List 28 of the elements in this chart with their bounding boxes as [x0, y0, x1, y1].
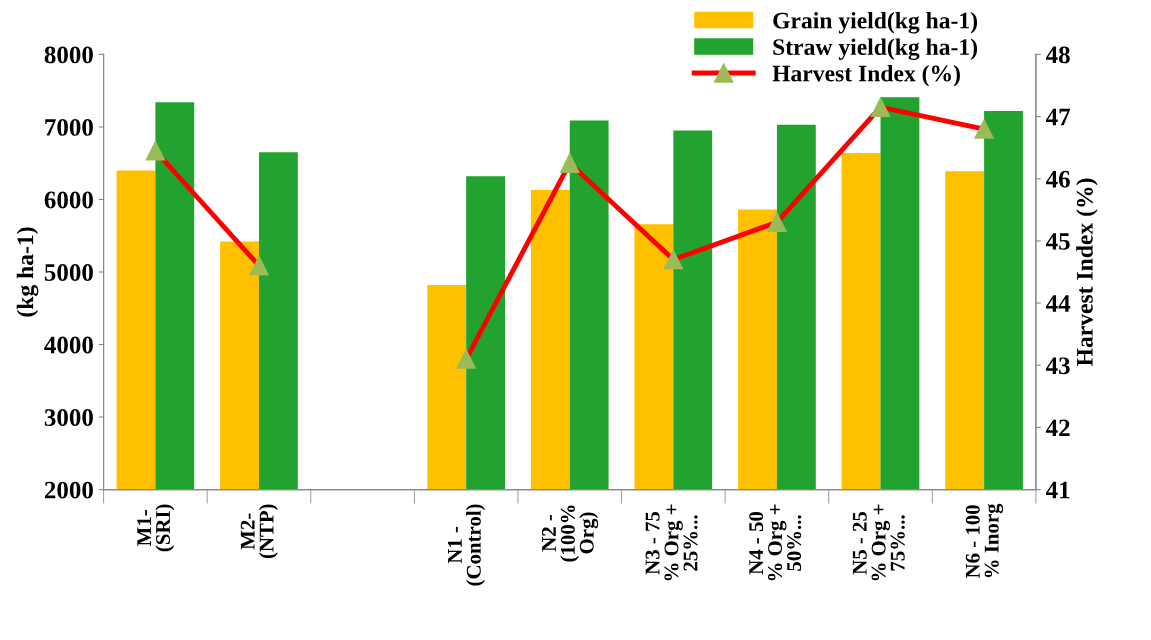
y2-tick-label: 45	[1045, 233, 1070, 250]
x-tick-label: N2 - (100% Org)	[541, 505, 599, 562]
legend-label: Harvest Index (%)	[772, 64, 960, 87]
y2-tick-label: 42	[1045, 419, 1070, 437]
y-tick-label: 3000	[44, 409, 93, 426]
y2-axis-title: Harvest Index (%)	[1076, 178, 1098, 367]
x-tick-label: N1 - (Control)	[447, 504, 486, 586]
x-tick-label: M1- (SRI)	[137, 504, 175, 552]
y2-tick-label: 47	[1045, 108, 1071, 126]
y2-tick-label: 44	[1045, 295, 1071, 312]
y-tick-label: 6000	[44, 191, 93, 209]
x-tick-label: N4 - 50 % Org + 50%...	[749, 504, 802, 581]
legend-label: Grain yield(kg ha-1)	[773, 11, 978, 34]
y-tick-label: 5000	[44, 264, 93, 281]
x-tick-label: N6 - 100 % Inorg	[965, 503, 1004, 579]
x-tick-label: N3 - 75 % Org + 25%...	[645, 504, 698, 581]
y2-tick-label: 43	[1045, 357, 1070, 375]
y-tick-label: 2000	[44, 481, 93, 499]
y2-tick-label: 46	[1045, 170, 1070, 188]
y-axis-title: (kg ha-1)	[16, 227, 39, 317]
legend-label: Straw yield(kg ha-1)	[773, 38, 978, 61]
y-tick-label: 7000	[45, 118, 93, 136]
y-tick-label: 8000	[44, 46, 93, 64]
y-tick-label: 4000	[44, 336, 93, 354]
x-tick-label: N5 - 25 % Org + 75%...	[852, 504, 905, 581]
y2-tick-label: 48	[1045, 46, 1070, 64]
x-tick-label: M2- (NTP)	[240, 504, 278, 559]
y2-tick-label: 41	[1045, 481, 1070, 499]
